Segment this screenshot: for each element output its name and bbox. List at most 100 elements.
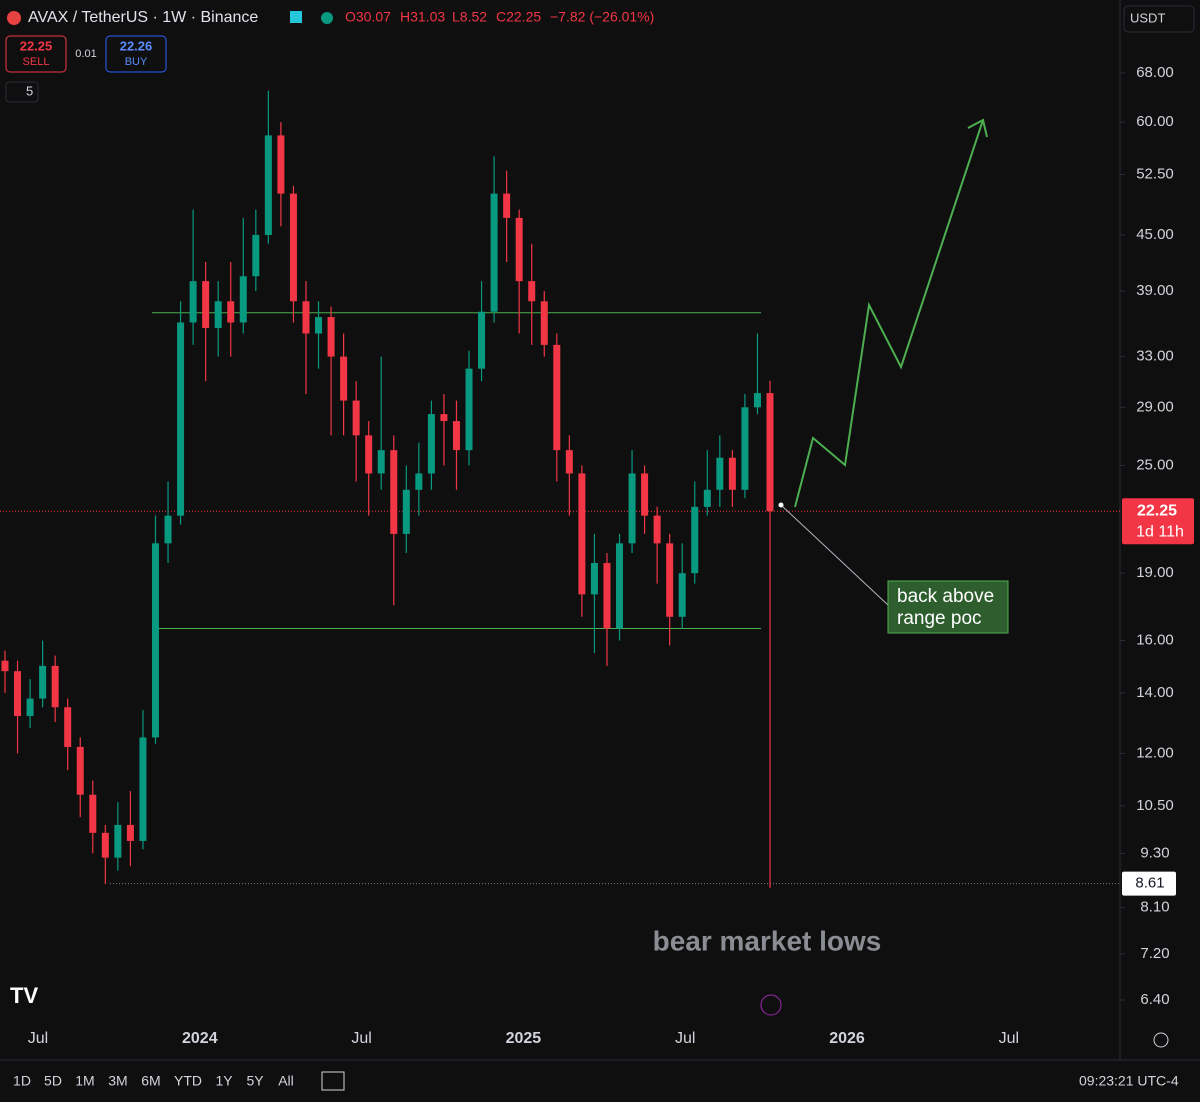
candle-body: [540, 301, 548, 345]
candle-body: [578, 473, 586, 595]
candle-body: [365, 435, 373, 474]
x-tick-label: 2024: [182, 1030, 218, 1047]
y-tick-label: 29.00: [1136, 398, 1174, 415]
currency-box[interactable]: [1123, 5, 1195, 33]
range-button[interactable]: 1D: [13, 1073, 31, 1089]
candle-body: [189, 281, 197, 323]
flag: [290, 11, 302, 23]
candle-body: [653, 515, 661, 544]
y-tick-label: 60.00: [1136, 113, 1174, 130]
candle-body: [177, 322, 185, 516]
y-tick-label: 19.00: [1136, 564, 1174, 581]
candle-body: [89, 794, 97, 833]
buy-price: 22.26: [120, 38, 153, 53]
candle-body: [616, 543, 624, 629]
candle-body: [377, 450, 385, 474]
y-tick-label: 16.00: [1136, 632, 1174, 649]
candle-body: [1, 660, 9, 672]
ohlc-change: −7.82 (−26.01%): [550, 9, 654, 25]
candle-body: [76, 746, 84, 795]
candle-body: [252, 234, 260, 277]
candle-body: [691, 506, 699, 574]
candle-body: [264, 135, 272, 235]
y-tick-label: 45.00: [1136, 226, 1174, 243]
projection-arrow: [794, 119, 984, 508]
candle-body: [490, 193, 498, 312]
buy-label: BUY: [125, 56, 148, 68]
date-range-icon[interactable]: [321, 1071, 345, 1091]
candle-body: [227, 301, 235, 323]
range-button[interactable]: YTD: [174, 1073, 202, 1089]
sell-button[interactable]: [5, 35, 67, 73]
candle-body: [114, 824, 122, 858]
range-button[interactable]: 6M: [141, 1073, 160, 1089]
candle-body: [703, 489, 711, 507]
symbol-icon: [7, 11, 21, 25]
y-tick-label: 33.00: [1136, 348, 1174, 365]
range-button[interactable]: 5Y: [246, 1073, 264, 1089]
spread: 0.01: [75, 48, 96, 60]
range-button[interactable]: 3M: [108, 1073, 127, 1089]
candle-body: [289, 193, 297, 302]
buy-button[interactable]: [105, 35, 167, 73]
candle-body: [641, 473, 649, 516]
event-icon[interactable]: [760, 994, 782, 1016]
countdown: 1d 11h: [1136, 523, 1184, 540]
note: bear market lows: [653, 925, 882, 956]
settings-icon[interactable]: [1153, 1032, 1169, 1048]
candle-body: [239, 276, 247, 323]
sell-price: 22.25: [20, 38, 53, 53]
candle-body: [528, 281, 536, 302]
arrow-head: [967, 118, 988, 138]
candle-body: [14, 671, 22, 717]
ohlc-low: L8.52: [452, 9, 487, 25]
candle-body: [126, 824, 134, 841]
y-tick-label: 52.50: [1136, 165, 1174, 182]
y-tick-label: 14.00: [1136, 684, 1174, 701]
candle-body: [51, 665, 59, 708]
candle-body: [390, 450, 398, 534]
candle-body: [565, 450, 573, 474]
y-tick-label: 8.10: [1140, 899, 1169, 916]
candle-body: [214, 301, 222, 328]
candle-body: [340, 356, 348, 401]
candle-body: [327, 317, 335, 357]
annotation-line: back above: [897, 586, 994, 607]
ohlc-high: H31.03: [400, 9, 445, 25]
candle-body: [415, 473, 423, 490]
candle-body: [64, 707, 72, 747]
x-tick-label: 2025: [506, 1030, 542, 1047]
candle-body: [716, 457, 724, 490]
candle-body: [590, 562, 598, 595]
range-button[interactable]: 5D: [44, 1073, 62, 1089]
logo: TV: [10, 983, 38, 1008]
candle-body: [39, 665, 47, 699]
status-dot: [321, 12, 333, 24]
candle-body: [402, 489, 410, 534]
candle-body: [427, 414, 435, 474]
candle-body: [603, 562, 611, 629]
candle-body: [302, 301, 310, 334]
candle-body: [26, 698, 34, 717]
range-button[interactable]: 1Y: [215, 1073, 233, 1089]
sell-label: SELL: [23, 56, 50, 68]
candle-body: [139, 737, 147, 841]
annotation-box: [887, 580, 1009, 634]
candle-body: [101, 832, 109, 858]
indicator-toggle[interactable]: [5, 81, 39, 103]
y-tick-label: 9.30: [1140, 844, 1169, 861]
range-button[interactable]: All: [278, 1073, 294, 1089]
candle-body: [628, 473, 636, 544]
candle-body: [741, 407, 749, 490]
candle-body: [164, 515, 172, 544]
x-tick-label: Jul: [351, 1030, 371, 1047]
range-button[interactable]: 1M: [75, 1073, 94, 1089]
last-price-tag: [1122, 498, 1194, 545]
candle-body: [277, 135, 285, 194]
y-tick-label: 7.20: [1140, 945, 1169, 962]
annotation-line: range poc: [897, 608, 982, 629]
indicator-count: 5: [26, 83, 33, 98]
candle-body: [728, 457, 736, 490]
